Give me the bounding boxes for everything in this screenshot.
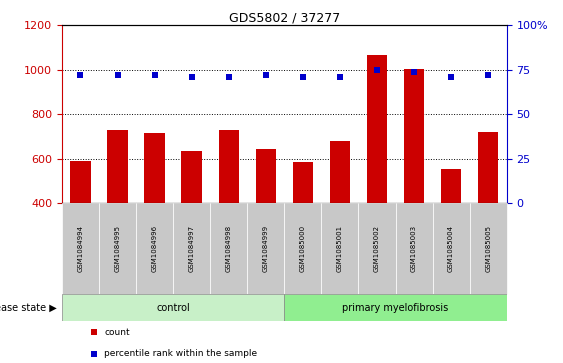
Bar: [432, 203, 470, 294]
Bar: [395, 203, 432, 294]
Bar: [256, 149, 276, 203]
Bar: [330, 141, 350, 203]
Bar: [247, 203, 284, 294]
Bar: [284, 294, 507, 321]
Bar: [359, 203, 395, 294]
Bar: [441, 169, 461, 203]
Bar: [108, 130, 128, 203]
Text: GSM1085002: GSM1085002: [374, 225, 380, 272]
Text: GSM1085000: GSM1085000: [300, 225, 306, 272]
Bar: [478, 132, 498, 203]
Text: percentile rank within the sample: percentile rank within the sample: [104, 350, 257, 358]
Bar: [144, 133, 165, 203]
Text: GSM1084997: GSM1084997: [189, 225, 195, 272]
Text: GSM1084995: GSM1084995: [114, 225, 120, 272]
Bar: [321, 203, 359, 294]
Text: primary myelofibrosis: primary myelofibrosis: [342, 303, 449, 313]
Text: GSM1085005: GSM1085005: [485, 225, 491, 272]
Text: GSM1084998: GSM1084998: [226, 225, 232, 272]
Bar: [136, 203, 173, 294]
Bar: [62, 203, 99, 294]
Bar: [218, 130, 239, 203]
Bar: [99, 203, 136, 294]
Bar: [210, 203, 247, 294]
Text: GSM1085004: GSM1085004: [448, 225, 454, 272]
Text: GSM1084999: GSM1084999: [263, 225, 269, 272]
Bar: [470, 203, 507, 294]
Text: count: count: [104, 328, 130, 337]
Bar: [70, 161, 91, 203]
Bar: [62, 294, 284, 321]
Text: GSM1084996: GSM1084996: [151, 225, 158, 272]
Text: disease state ▶: disease state ▶: [0, 303, 56, 313]
Bar: [284, 203, 321, 294]
Bar: [173, 203, 210, 294]
Text: GSM1085001: GSM1085001: [337, 225, 343, 272]
Text: GSM1084994: GSM1084994: [78, 225, 83, 272]
Bar: [367, 56, 387, 203]
Bar: [404, 69, 425, 203]
Title: GDS5802 / 37277: GDS5802 / 37277: [229, 11, 340, 24]
Bar: [181, 151, 202, 203]
Bar: [293, 162, 313, 203]
Text: GSM1085003: GSM1085003: [411, 225, 417, 272]
Text: control: control: [157, 303, 190, 313]
